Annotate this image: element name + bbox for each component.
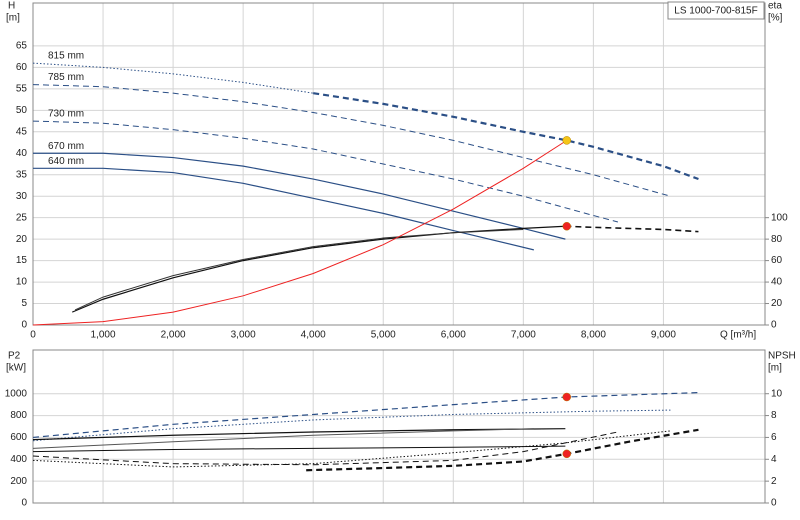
- curve: [74, 228, 524, 311]
- y-tick-label: 25: [16, 212, 28, 223]
- curve: [33, 167, 534, 251]
- y2-tick-label: 10: [771, 388, 783, 399]
- operating-point: [562, 222, 572, 231]
- y2-axis-unit: [%]: [768, 13, 783, 24]
- curve-label: 785 mm: [48, 72, 84, 83]
- curve: [33, 152, 566, 240]
- y-axis-unit: [m]: [6, 13, 20, 24]
- y-tick-label: 50: [16, 105, 28, 116]
- x-axis-label: Q [m³/h]: [720, 330, 756, 341]
- curve: [32, 392, 699, 439]
- curve: [71, 225, 566, 313]
- y2-tick-label: 8: [771, 410, 777, 421]
- y-tick-label: 20: [16, 234, 28, 245]
- y-axis-label: P2: [8, 351, 21, 362]
- y2-tick-label: 0: [771, 498, 777, 509]
- y2-tick-label: 6: [771, 432, 777, 443]
- y2-axis-label: NPSH: [768, 351, 796, 362]
- y-tick-label: 1000: [5, 388, 28, 399]
- curve: [32, 431, 619, 466]
- curve-label: 640 mm: [48, 156, 84, 167]
- y2-tick-label: 60: [771, 255, 783, 266]
- curve: [306, 428, 699, 472]
- y2-tick-label: 20: [771, 298, 783, 309]
- y2-axis-unit: [m]: [768, 363, 782, 374]
- y2-tick-label: 2: [771, 476, 777, 487]
- y-tick-label: 200: [10, 476, 27, 487]
- curve-label: 815 mm: [48, 51, 84, 62]
- y-tick-label: 10: [16, 277, 28, 288]
- y2-tick-label: 100: [771, 212, 788, 223]
- curve: [32, 409, 671, 442]
- curve: [565, 225, 699, 233]
- operating-point: [562, 136, 572, 145]
- y2-axis-label: eta: [768, 1, 782, 12]
- y-tick-label: 55: [16, 84, 28, 95]
- y-tick-label: 35: [16, 169, 28, 180]
- y-tick-label: 40: [16, 148, 28, 159]
- y2-tick-label: 4: [771, 454, 777, 465]
- chart-title: LS 1000-700-815F: [674, 6, 757, 17]
- plot-frame: [32, 2, 766, 326]
- y-tick-label: 0: [21, 498, 27, 509]
- y-tick-label: 60: [16, 62, 28, 73]
- curve-label: 670 mm: [48, 141, 84, 152]
- y-tick-label: 400: [10, 454, 27, 465]
- y-axis-label: H: [8, 1, 15, 12]
- title-box: [667, 1, 765, 20]
- y2-tick-label: 0: [771, 320, 777, 331]
- x-tick-label: 0: [30, 330, 36, 341]
- y-tick-label: 600: [10, 432, 27, 443]
- x-tick-label: 2,000: [161, 330, 186, 341]
- y-tick-label: 5: [21, 298, 27, 309]
- operating-point: [562, 392, 572, 402]
- y-tick-label: 65: [16, 41, 28, 52]
- curve: [32, 428, 534, 449]
- curve: [32, 430, 671, 468]
- curve: [32, 84, 671, 197]
- y-tick-label: 30: [16, 191, 28, 202]
- x-tick-label: 8,000: [581, 330, 606, 341]
- y-axis-unit: [kW]: [6, 363, 26, 374]
- x-tick-label: 4,000: [301, 330, 326, 341]
- x-tick-label: 1,000: [91, 330, 116, 341]
- y-tick-label: 45: [16, 126, 28, 137]
- y2-tick-label: 80: [771, 234, 783, 245]
- operating-point: [562, 449, 572, 459]
- x-tick-label: 3,000: [231, 330, 256, 341]
- y2-tick-label: 40: [771, 277, 783, 288]
- curve: [32, 62, 314, 94]
- y-tick-label: 15: [16, 255, 28, 266]
- x-tick-label: 6,000: [441, 330, 466, 341]
- curve: [32, 120, 619, 223]
- x-tick-label: 7,000: [511, 330, 536, 341]
- y-tick-label: 0: [21, 320, 27, 331]
- curve: [32, 139, 568, 326]
- x-tick-label: 5,000: [371, 330, 396, 341]
- curve: [32, 445, 566, 453]
- x-tick-label: 9,000: [651, 330, 676, 341]
- curve: [313, 92, 699, 181]
- plot-frame: [32, 349, 766, 504]
- y-tick-label: 800: [10, 410, 27, 421]
- curve-label: 730 mm: [48, 109, 84, 120]
